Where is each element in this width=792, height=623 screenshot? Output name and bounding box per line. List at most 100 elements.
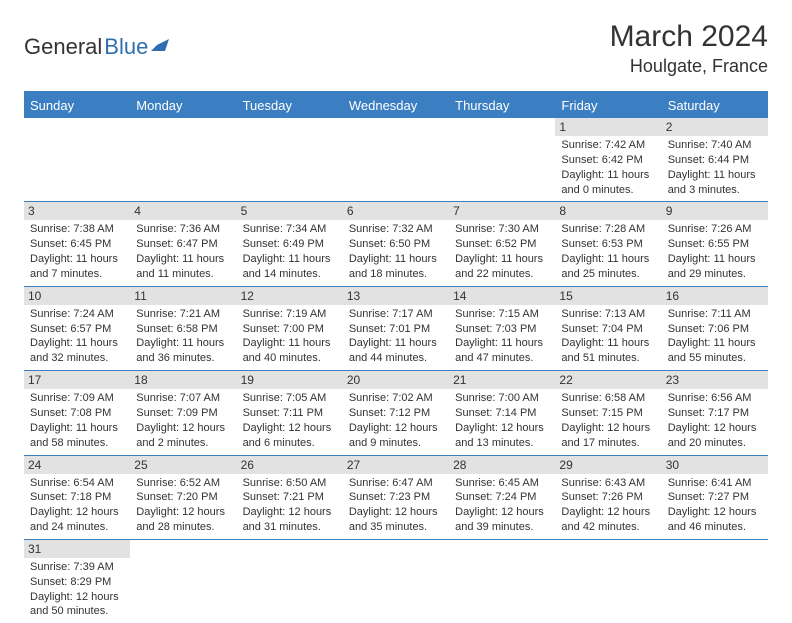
calendar-day-cell (662, 539, 768, 623)
weekday-header: Wednesday (343, 92, 449, 118)
calendar-day-cell: 27Sunrise: 6:47 AMSunset: 7:23 PMDayligh… (343, 455, 449, 539)
day-number: 14 (449, 287, 555, 305)
day-detail-sunset: Sunset: 6:50 PM (349, 237, 443, 252)
day-detail-sunrise: Sunrise: 7:30 AM (455, 222, 549, 237)
day-detail-daylight1: Daylight: 11 hours (668, 336, 762, 351)
day-detail-daylight1: Daylight: 12 hours (668, 421, 762, 436)
day-detail-sunrise: Sunrise: 6:50 AM (243, 476, 337, 491)
day-detail-daylight2: and 7 minutes. (30, 267, 124, 282)
calendar-day-cell: 19Sunrise: 7:05 AMSunset: 7:11 PMDayligh… (237, 371, 343, 455)
day-detail-sunset: Sunset: 7:27 PM (668, 490, 762, 505)
calendar-day-cell: 9Sunrise: 7:26 AMSunset: 6:55 PMDaylight… (662, 202, 768, 286)
calendar-day-cell: 1Sunrise: 7:42 AMSunset: 6:42 PMDaylight… (555, 118, 661, 202)
day-detail-sunrise: Sunrise: 7:07 AM (136, 391, 230, 406)
day-detail-sunrise: Sunrise: 6:41 AM (668, 476, 762, 491)
day-detail-daylight2: and 14 minutes. (243, 267, 337, 282)
day-detail-sunset: Sunset: 7:06 PM (668, 322, 762, 337)
day-detail-sunrise: Sunrise: 7:09 AM (30, 391, 124, 406)
day-detail-sunrise: Sunrise: 6:52 AM (136, 476, 230, 491)
day-detail-daylight1: Daylight: 11 hours (243, 252, 337, 267)
day-detail-sunset: Sunset: 7:18 PM (30, 490, 124, 505)
day-detail-daylight1: Daylight: 11 hours (136, 252, 230, 267)
day-detail-sunrise: Sunrise: 7:05 AM (243, 391, 337, 406)
day-detail-sunrise: Sunrise: 7:11 AM (668, 307, 762, 322)
day-detail-sunset: Sunset: 7:08 PM (30, 406, 124, 421)
day-detail-sunrise: Sunrise: 6:43 AM (561, 476, 655, 491)
day-number: 22 (555, 371, 661, 389)
day-number: 5 (237, 202, 343, 220)
day-detail-daylight2: and 28 minutes. (136, 520, 230, 535)
calendar-day-cell (237, 539, 343, 623)
calendar-week-row: 1Sunrise: 7:42 AMSunset: 6:42 PMDaylight… (24, 118, 768, 202)
day-detail-daylight1: Daylight: 12 hours (243, 421, 337, 436)
calendar-week-row: 10Sunrise: 7:24 AMSunset: 6:57 PMDayligh… (24, 286, 768, 370)
calendar-day-cell: 29Sunrise: 6:43 AMSunset: 7:26 PMDayligh… (555, 455, 661, 539)
title-block: March 2024 Houlgate, France (610, 20, 768, 77)
day-detail-sunrise: Sunrise: 6:58 AM (561, 391, 655, 406)
day-detail-sunset: Sunset: 7:09 PM (136, 406, 230, 421)
day-detail-sunset: Sunset: 7:01 PM (349, 322, 443, 337)
day-detail-daylight1: Daylight: 12 hours (30, 505, 124, 520)
day-detail-daylight1: Daylight: 11 hours (30, 421, 124, 436)
day-detail-daylight2: and 47 minutes. (455, 351, 549, 366)
day-number: 18 (130, 371, 236, 389)
day-detail-sunset: Sunset: 7:23 PM (349, 490, 443, 505)
logo-text-2: Blue (104, 34, 148, 60)
day-number: 6 (343, 202, 449, 220)
day-detail-daylight2: and 2 minutes. (136, 436, 230, 451)
day-detail-daylight2: and 31 minutes. (243, 520, 337, 535)
calendar-week-row: 31Sunrise: 7:39 AMSunset: 8:29 PMDayligh… (24, 539, 768, 623)
day-detail-daylight2: and 24 minutes. (30, 520, 124, 535)
day-number: 19 (237, 371, 343, 389)
day-detail-sunset: Sunset: 6:44 PM (668, 153, 762, 168)
day-detail-daylight1: Daylight: 12 hours (561, 505, 655, 520)
day-number: 2 (662, 118, 768, 136)
day-detail-sunset: Sunset: 7:21 PM (243, 490, 337, 505)
day-detail-daylight2: and 17 minutes. (561, 436, 655, 451)
calendar-day-cell (449, 539, 555, 623)
location: Houlgate, France (610, 56, 768, 77)
calendar-week-row: 24Sunrise: 6:54 AMSunset: 7:18 PMDayligh… (24, 455, 768, 539)
weekday-header: Monday (130, 92, 236, 118)
day-detail-sunset: Sunset: 6:42 PM (561, 153, 655, 168)
day-number: 21 (449, 371, 555, 389)
weekday-header: Saturday (662, 92, 768, 118)
day-detail-daylight1: Daylight: 12 hours (136, 505, 230, 520)
day-number: 7 (449, 202, 555, 220)
day-detail-daylight1: Daylight: 12 hours (455, 421, 549, 436)
day-number: 25 (130, 456, 236, 474)
calendar-week-row: 17Sunrise: 7:09 AMSunset: 7:08 PMDayligh… (24, 371, 768, 455)
day-detail-sunrise: Sunrise: 7:40 AM (668, 138, 762, 153)
day-detail-sunset: Sunset: 6:53 PM (561, 237, 655, 252)
calendar-day-cell: 31Sunrise: 7:39 AMSunset: 8:29 PMDayligh… (24, 539, 130, 623)
day-detail-sunset: Sunset: 6:45 PM (30, 237, 124, 252)
calendar-day-cell: 12Sunrise: 7:19 AMSunset: 7:00 PMDayligh… (237, 286, 343, 370)
day-detail-sunrise: Sunrise: 7:42 AM (561, 138, 655, 153)
day-detail-daylight1: Daylight: 12 hours (243, 505, 337, 520)
weekday-header: Sunday (24, 92, 130, 118)
day-detail-daylight1: Daylight: 11 hours (30, 336, 124, 351)
day-detail-sunrise: Sunrise: 6:56 AM (668, 391, 762, 406)
calendar-day-cell: 21Sunrise: 7:00 AMSunset: 7:14 PMDayligh… (449, 371, 555, 455)
day-detail-sunrise: Sunrise: 7:21 AM (136, 307, 230, 322)
day-detail-sunrise: Sunrise: 7:00 AM (455, 391, 549, 406)
calendar-day-cell (130, 118, 236, 202)
day-detail-sunset: Sunset: 6:47 PM (136, 237, 230, 252)
calendar-week-row: 3Sunrise: 7:38 AMSunset: 6:45 PMDaylight… (24, 202, 768, 286)
calendar-day-cell: 10Sunrise: 7:24 AMSunset: 6:57 PMDayligh… (24, 286, 130, 370)
calendar-day-cell: 22Sunrise: 6:58 AMSunset: 7:15 PMDayligh… (555, 371, 661, 455)
day-detail-sunset: Sunset: 7:20 PM (136, 490, 230, 505)
day-number: 28 (449, 456, 555, 474)
day-detail-daylight2: and 9 minutes. (349, 436, 443, 451)
day-detail-daylight2: and 6 minutes. (243, 436, 337, 451)
day-detail-sunrise: Sunrise: 7:34 AM (243, 222, 337, 237)
weekday-header: Tuesday (237, 92, 343, 118)
logo: General Blue (24, 34, 171, 60)
calendar-day-cell: 3Sunrise: 7:38 AMSunset: 6:45 PMDaylight… (24, 202, 130, 286)
day-detail-sunrise: Sunrise: 7:13 AM (561, 307, 655, 322)
day-detail-daylight1: Daylight: 12 hours (668, 505, 762, 520)
day-detail-daylight1: Daylight: 11 hours (30, 252, 124, 267)
calendar-day-cell (343, 118, 449, 202)
calendar-day-cell: 7Sunrise: 7:30 AMSunset: 6:52 PMDaylight… (449, 202, 555, 286)
day-detail-sunset: Sunset: 7:04 PM (561, 322, 655, 337)
